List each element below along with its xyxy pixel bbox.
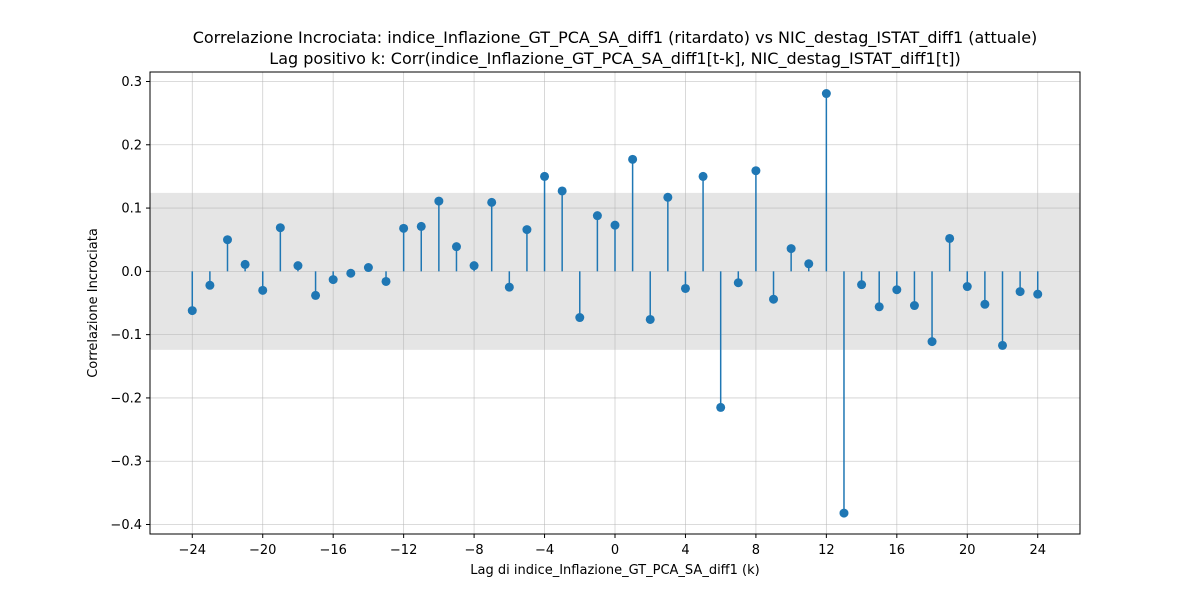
y-tick-label: −0.2 [110, 391, 142, 406]
x-tick-label: 8 [752, 543, 760, 558]
stem-marker [363, 263, 373, 273]
stem-marker [504, 282, 514, 292]
x-tick-label: −4 [535, 543, 554, 558]
stem-marker [698, 171, 708, 181]
stem-marker [1033, 289, 1043, 299]
x-tick-label: −24 [179, 543, 206, 558]
stem-marker [716, 402, 726, 412]
stem-marker [945, 233, 955, 243]
stem-marker [223, 235, 232, 245]
x-tick-label: 0 [611, 543, 619, 558]
stem-marker [628, 154, 638, 164]
x-axis-label: Lag di indice_Inflazione_GT_PCA_SA_diff1… [470, 563, 759, 578]
stem-marker [839, 508, 849, 518]
stem-marker [416, 221, 426, 231]
y-tick-label: 0.1 [121, 202, 142, 217]
stem-marker [275, 223, 285, 233]
stem-marker [557, 186, 567, 196]
y-tick-label: 0.0 [121, 265, 142, 280]
stem-marker [821, 89, 831, 99]
stem-marker [522, 225, 532, 235]
x-tick-label: −8 [465, 543, 484, 558]
stem-marker [645, 314, 655, 324]
grid-lines [150, 72, 1080, 534]
stem-marker [592, 211, 602, 221]
x-tick-label: 20 [959, 543, 976, 558]
stem-marker [998, 340, 1007, 350]
stem-marker [786, 244, 796, 254]
stem-marker [962, 282, 972, 292]
stem-marker [575, 313, 585, 323]
stem-marker [399, 223, 409, 233]
stem-marker [980, 299, 990, 309]
chart-title: Correlazione Incrociata: indice_Inflazio… [193, 28, 1038, 48]
stem-marker [187, 306, 197, 316]
x-tick-label: 4 [681, 543, 689, 558]
stem-marker [892, 285, 902, 295]
stem-marker [874, 302, 884, 312]
x-tick-label: 16 [889, 543, 906, 558]
stem-marker [469, 261, 479, 271]
x-tick-label: 12 [818, 543, 835, 558]
y-tick-label: −0.1 [110, 328, 142, 343]
y-tick-label: 0.2 [121, 138, 142, 153]
stem-marker [434, 196, 444, 206]
stem-marker [540, 171, 550, 181]
stem-marker [680, 283, 690, 293]
x-tick-label: −12 [390, 543, 417, 558]
y-tick-label: −0.4 [110, 518, 142, 533]
stem-marker [487, 197, 497, 207]
stem-marker [663, 192, 673, 202]
stem-marker [909, 301, 919, 311]
stem-marker [205, 280, 215, 290]
stem-series [187, 89, 1043, 518]
stem-marker [927, 337, 937, 347]
y-axis: −0.4 −0.3 −0.2 −0.1 0.0 0.1 0.2 0.3 [110, 75, 150, 533]
stem-marker [258, 285, 268, 295]
stem-marker [1015, 287, 1025, 297]
stem-marker [857, 280, 867, 290]
x-tick-label: −20 [249, 543, 276, 558]
stem-marker [451, 242, 461, 252]
stem-marker [293, 261, 303, 271]
chart-subtitle: Lag positivo k: Corr(indice_Inflazione_G… [269, 49, 960, 69]
stem-marker [610, 220, 620, 230]
stem-marker [381, 276, 391, 286]
x-tick-label: 24 [1029, 543, 1046, 558]
stem-marker [751, 166, 761, 176]
stem-marker [328, 275, 338, 285]
stem-marker [240, 259, 250, 269]
x-axis: −24 −20 −16 −12 −8 −4 0 4 8 12 16 20 24 [179, 534, 1046, 558]
y-tick-label: −0.3 [110, 455, 142, 470]
stem-marker [733, 278, 743, 288]
y-tick-label: 0.3 [121, 75, 142, 90]
stem-marker [769, 294, 779, 304]
stem-marker [346, 268, 356, 278]
stem-marker [311, 290, 321, 300]
x-tick-label: −16 [319, 543, 346, 558]
y-axis-label: Correlazione Incrociata [86, 228, 101, 378]
stem-marker [804, 259, 814, 269]
